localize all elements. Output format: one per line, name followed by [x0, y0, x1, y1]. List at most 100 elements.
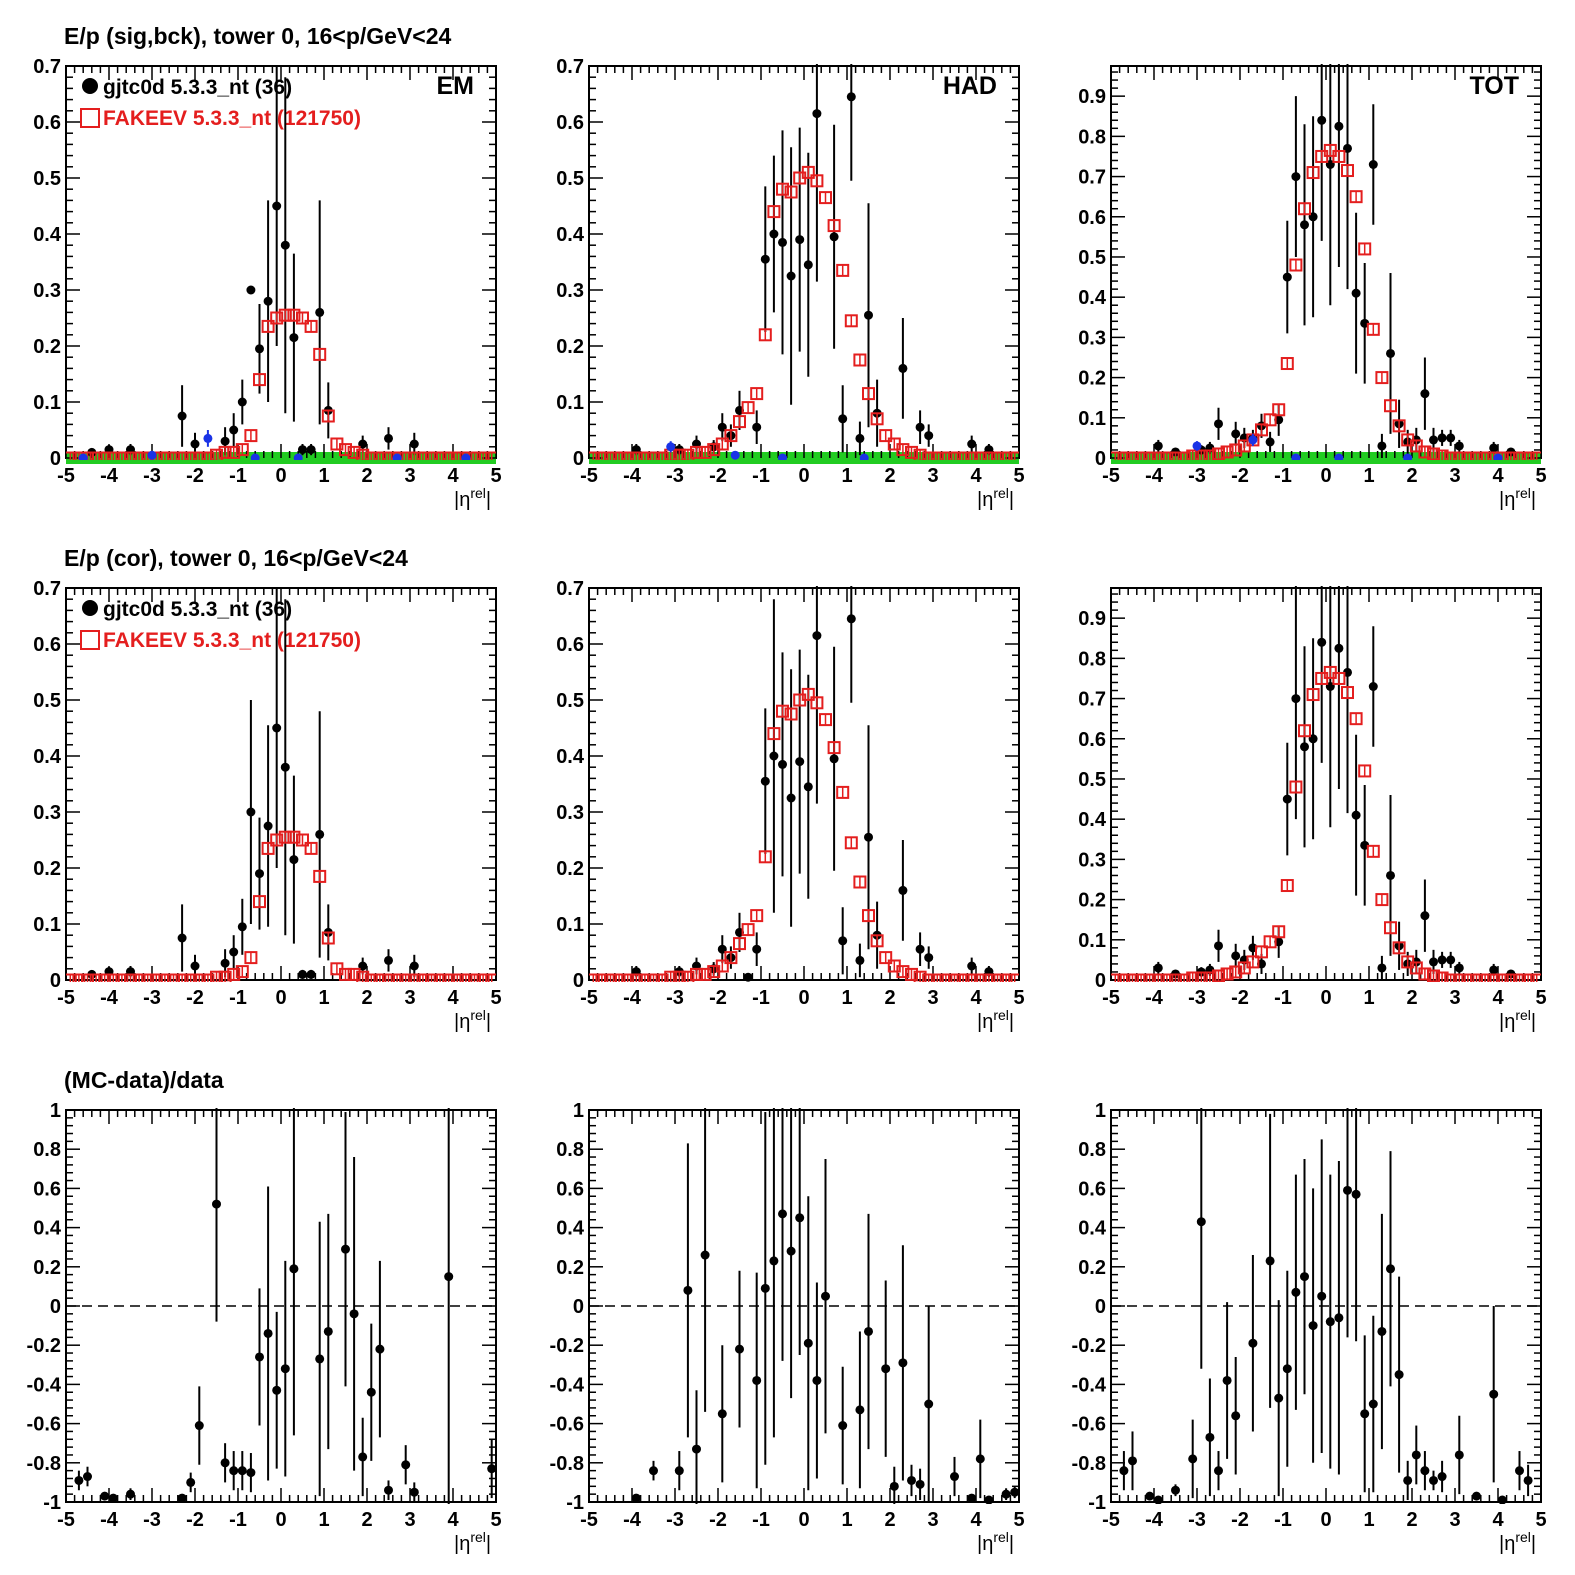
x-axis-label-sup: rel	[470, 1007, 486, 1023]
x-tick-label: -2	[1231, 1509, 1249, 1531]
plot-area	[589, 64, 1019, 460]
mc-point	[1392, 419, 1406, 433]
data-point	[864, 832, 873, 842]
mc-point	[681, 448, 695, 460]
data-point	[752, 1375, 762, 1385]
mc-point	[106, 973, 120, 982]
data-point	[315, 1354, 325, 1364]
x-axis-label-sup: rel	[993, 1007, 1009, 1023]
x-axis-label-end: |	[1531, 1011, 1536, 1033]
data-point	[237, 922, 247, 932]
data-point	[280, 762, 290, 772]
mc-point	[724, 429, 738, 443]
mc-point	[1418, 445, 1432, 459]
mc-point	[621, 451, 635, 460]
data-point	[1196, 1217, 1206, 1227]
x-tick-label: 2	[361, 1509, 372, 1531]
mc-point	[390, 973, 404, 982]
y-tick-label: 0.5	[556, 168, 584, 190]
mc-point	[672, 448, 686, 460]
data-point	[100, 1491, 110, 1501]
data-point	[1454, 1450, 1464, 1460]
background-point	[1334, 453, 1344, 460]
x-axis-label-sup: rel	[993, 1529, 1009, 1545]
y-tick-label: 0.3	[33, 802, 61, 824]
data-point	[1437, 955, 1447, 965]
data-point	[263, 1328, 273, 1338]
background-point	[147, 450, 157, 460]
y-tick-label: 0.6	[1078, 207, 1106, 229]
y-tick-label: -0.8	[27, 1453, 61, 1475]
y-tick-label: 0.8	[1078, 648, 1106, 670]
data-point	[409, 961, 419, 971]
background-point	[859, 453, 869, 460]
data-point	[229, 947, 239, 957]
plot-frame	[588, 65, 1020, 459]
mc-point	[1375, 371, 1389, 385]
data-point	[246, 1468, 256, 1478]
x-tick-label: -2	[709, 1509, 727, 1531]
mc-point	[485, 973, 496, 982]
mc-point	[399, 973, 413, 982]
y-tick-label: 1	[1095, 1100, 1106, 1122]
background-point	[1192, 441, 1202, 451]
data-point	[1153, 963, 1163, 973]
y-tick-label: 0.5	[33, 690, 61, 712]
y-tick-label: 0	[50, 1296, 61, 1318]
mc-point	[853, 353, 867, 367]
panel-tag: EM	[437, 72, 475, 100]
mc-point	[158, 451, 172, 460]
data-point	[812, 1375, 822, 1385]
mc-point	[595, 973, 609, 982]
panel-sig-tot: -5 -4 -3 -2 -1 0 1 2 3 4 5 0 0.1 0.2 0.3 0.4 0.5 0.6 0.7 0.…	[1078, 64, 1547, 511]
mc-point	[1332, 149, 1346, 163]
mc-point	[1143, 451, 1157, 460]
mc-point	[905, 445, 918, 459]
x-tick-label: 5	[1013, 987, 1024, 1009]
x-tick-label: -1	[229, 1509, 247, 1531]
mc-point	[819, 191, 832, 205]
data-point	[1386, 348, 1395, 358]
x-tick-label: 1	[318, 987, 329, 1009]
panel-title: E/p (sig,bck), tower 0, 16<p/GeV<24	[64, 23, 452, 49]
data-point	[838, 414, 848, 424]
x-tick-label: -2	[186, 465, 204, 487]
mc-point	[1349, 190, 1363, 204]
mc-point	[98, 451, 112, 460]
data-point	[1214, 1466, 1223, 1476]
panel-cor-em: E/p (cor), tower 0, 16<p/GeV<24 -5 -4 -3 -2 -…	[33, 545, 501, 1033]
mc-point	[1366, 844, 1380, 858]
mc-point	[1203, 449, 1217, 460]
x-tick-label: 0	[798, 1509, 809, 1531]
mc-point	[1341, 164, 1354, 178]
mc-point	[1169, 451, 1182, 460]
data-point	[1351, 810, 1361, 820]
data-point	[126, 1489, 135, 1499]
x-tick-label: 2	[361, 987, 372, 1009]
mc-point	[66, 451, 77, 460]
mc-point	[1427, 969, 1440, 982]
x-tick-label: -5	[57, 987, 75, 1009]
y-tick-label: 0.4	[33, 224, 62, 246]
mc-point	[382, 973, 395, 982]
y-tick-label: -0.6	[550, 1414, 584, 1436]
data-point	[674, 1466, 684, 1476]
mc-point	[1280, 879, 1294, 893]
x-axis-label-end: |	[486, 1533, 491, 1555]
mc-point	[604, 451, 617, 460]
mc-point	[158, 973, 172, 982]
y-tick-label: 0.1	[33, 392, 61, 414]
mc-point	[124, 451, 137, 460]
data-point	[1334, 121, 1344, 131]
y-tick-label: 0.4	[1078, 287, 1107, 309]
data-point	[915, 944, 925, 954]
legend-mc-marker	[80, 108, 100, 128]
data-point	[915, 422, 925, 432]
mc-point	[1212, 447, 1225, 460]
data-point	[915, 1479, 925, 1489]
data-point	[769, 229, 779, 239]
y-tick-label: 0.7	[1078, 689, 1106, 711]
data-point	[444, 1272, 454, 1282]
y-tick-label: 0.6	[33, 1178, 61, 1200]
data-point	[1282, 1364, 1292, 1374]
